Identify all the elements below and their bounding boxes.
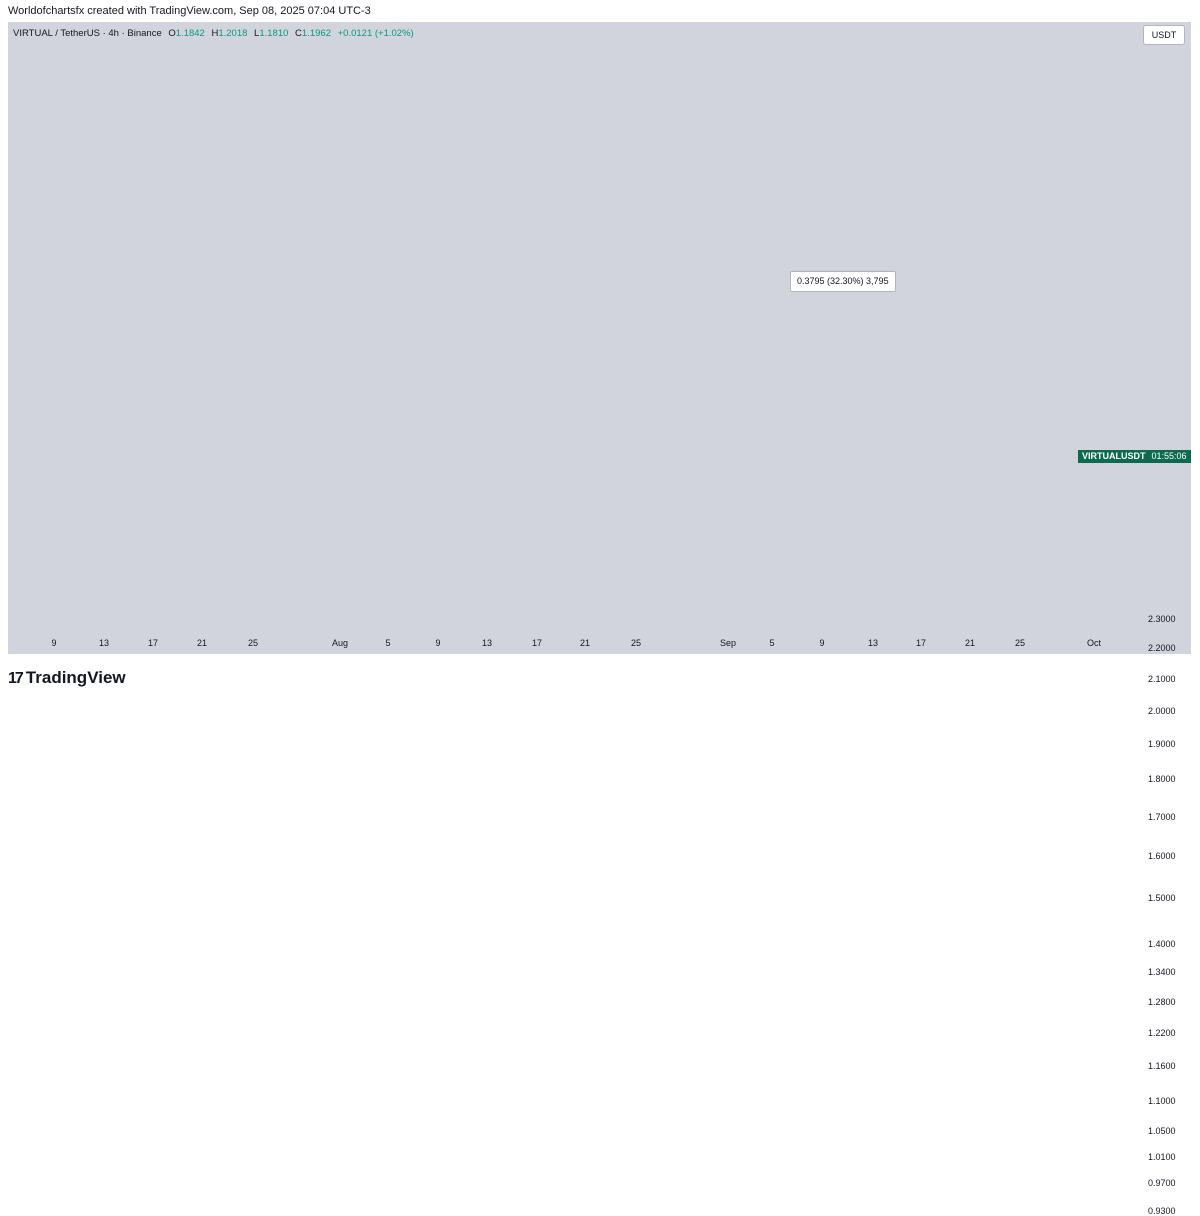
high-value: 1.2018 — [218, 28, 248, 39]
price-axis[interactable]: 2.3000 2.2000 2.1000 2.0000 1.9000 1.8000 1.70… — [1140, 22, 1191, 1215]
price-tick-label: 0.9700 — [1148, 1178, 1176, 1189]
time-tick-label: 17 — [915, 638, 927, 648]
price-tick-label: 1.7000 — [1148, 811, 1176, 822]
time-tick-label: Aug — [331, 638, 349, 648]
time-tick-label: 25 — [630, 638, 642, 648]
time-tick-label: 9 — [435, 638, 441, 648]
time-tick-label: 25 — [1014, 638, 1026, 648]
currency-button[interactable]: USDT — [1143, 25, 1185, 45]
measure-tool-label[interactable]: 0.3795 (32.30%) 3,795 — [790, 271, 896, 292]
time-tick-label: 13 — [867, 638, 879, 648]
price-tick-label: 2.0000 — [1148, 705, 1176, 716]
symbol-legend: VIRTUAL / TetherUS · 4h · Binance O1.184… — [13, 28, 414, 39]
time-tick-label: 13 — [98, 638, 110, 648]
price-tick-label: 1.2800 — [1148, 997, 1176, 1008]
close-label: C — [295, 28, 302, 39]
time-tick-label: 17 — [147, 638, 159, 648]
open-label: O — [168, 28, 176, 39]
time-tick-label: 5 — [769, 638, 775, 648]
price-tag-ticker: VIRTUALUSDT — [1082, 451, 1146, 461]
price-tick-label: 1.3400 — [1148, 967, 1176, 978]
time-tick-label: 17 — [531, 638, 543, 648]
price-tick-label: 1.5000 — [1148, 893, 1176, 904]
price-tick-label: 1.6000 — [1148, 851, 1176, 862]
price-tick-label: 1.4000 — [1148, 938, 1176, 949]
low-value: 1.1810 — [259, 28, 289, 39]
price-tick-label: 2.2000 — [1148, 643, 1176, 654]
chart-plot-area[interactable] — [8, 22, 1140, 632]
time-tick-label: 5 — [385, 638, 391, 648]
symbol-pair[interactable]: VIRTUAL / TetherUS · 4h · Binance — [13, 28, 162, 39]
price-tag-countdown: 01:55:06 — [1151, 451, 1187, 461]
price-tick-label: 2.1000 — [1148, 673, 1176, 684]
price-tick-label: 1.0100 — [1148, 1151, 1176, 1162]
time-tick-label: 9 — [819, 638, 825, 648]
time-tick-label: Sep — [719, 638, 737, 648]
price-tick-label: 1.1000 — [1148, 1096, 1176, 1107]
chart-frame[interactable] — [8, 22, 1191, 654]
high-label: H — [211, 28, 219, 39]
chart-credit: Worldofchartsfx created with TradingView… — [8, 5, 371, 17]
low-label: L — [254, 28, 260, 39]
time-tick-label: Oct — [1086, 638, 1102, 648]
close-value: 1.1962 — [301, 28, 331, 39]
current-price-tag: VIRTUALUSDT 01:55:06 — [1078, 450, 1191, 463]
price-tick-label: 1.8000 — [1148, 774, 1176, 785]
price-tick-label: 0.9300 — [1148, 1205, 1176, 1216]
price-tick-label: 2.3000 — [1148, 614, 1176, 625]
time-tick-label: 21 — [196, 638, 208, 648]
time-tick-label: 13 — [481, 638, 493, 648]
price-tick-label: 1.0500 — [1148, 1126, 1176, 1137]
tradingview-logo-icon: 17 — [8, 670, 24, 687]
open-value: 1.1842 — [175, 28, 205, 39]
change-value: +0.0121 (+1.02%) — [337, 28, 414, 39]
price-tick-label: 1.2200 — [1148, 1028, 1176, 1039]
time-tick-label: 21 — [579, 638, 591, 648]
candlestick-chart[interactable] — [8, 22, 1140, 632]
time-tick-label: 25 — [247, 638, 259, 648]
tradingview-logo[interactable]: 17 TradingView — [8, 668, 126, 688]
price-tick-label: 1.9000 — [1148, 739, 1176, 750]
time-tick-label: 9 — [51, 638, 57, 648]
price-tick-label: 1.1600 — [1148, 1061, 1176, 1072]
time-axis[interactable]: 9 13 17 21 25 Aug 5 9 13 17 21 25 Sep 5 9 13 17 21 25 Oct — [8, 632, 1140, 654]
brand-name: TradingView — [25, 668, 126, 687]
time-tick-label: 21 — [964, 638, 976, 648]
